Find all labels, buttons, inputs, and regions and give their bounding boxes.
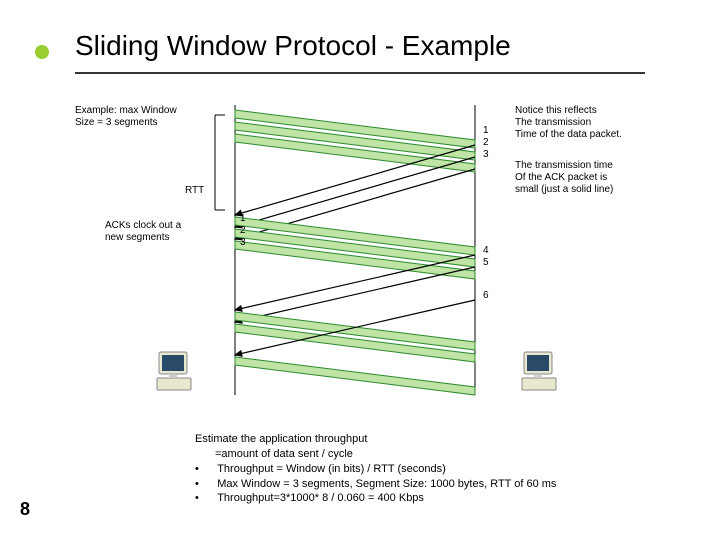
- seq-left-top: 123: [240, 213, 246, 249]
- estimate-bullet-1: • Throughput = Window (in bits) / RTT (s…: [195, 462, 556, 477]
- seq-right-mid: 45: [483, 245, 489, 269]
- estimate-bullet-3: • Throughput=3*1000* 8 / 0.060 = 400 Kbp…: [195, 491, 556, 506]
- estimate-block: Estimate the application throughput =amo…: [195, 432, 556, 506]
- notice-1: Notice this reflects The transmission Ti…: [515, 105, 622, 141]
- estimate-line-1: Estimate the application throughput: [195, 432, 556, 447]
- estimate-line-2: =amount of data sent / cycle: [195, 447, 556, 462]
- estimate-bullet-2: • Max Window = 3 segments, Segment Size:…: [195, 477, 556, 492]
- seq-right-top: 123: [483, 125, 489, 161]
- seq-right-mid2: 6: [483, 290, 489, 302]
- computer-right-icon: [520, 350, 560, 395]
- sliding-window-diagram: Example: max Window Size = 3 segments RT…: [75, 105, 655, 385]
- example-label: Example: max Window Size = 3 segments: [75, 105, 177, 129]
- slide-title: Sliding Window Protocol - Example: [75, 30, 511, 62]
- notice-2: The transmission time Of the ACK packet …: [515, 160, 613, 196]
- acks-clock-label: ACKs clock out a new segments: [105, 220, 181, 244]
- slide-number: 8: [20, 499, 30, 520]
- title-underline: [75, 72, 645, 74]
- computer-left-icon: [155, 350, 195, 395]
- rtt-label: RTT: [185, 185, 204, 197]
- title-bullet: [35, 45, 49, 59]
